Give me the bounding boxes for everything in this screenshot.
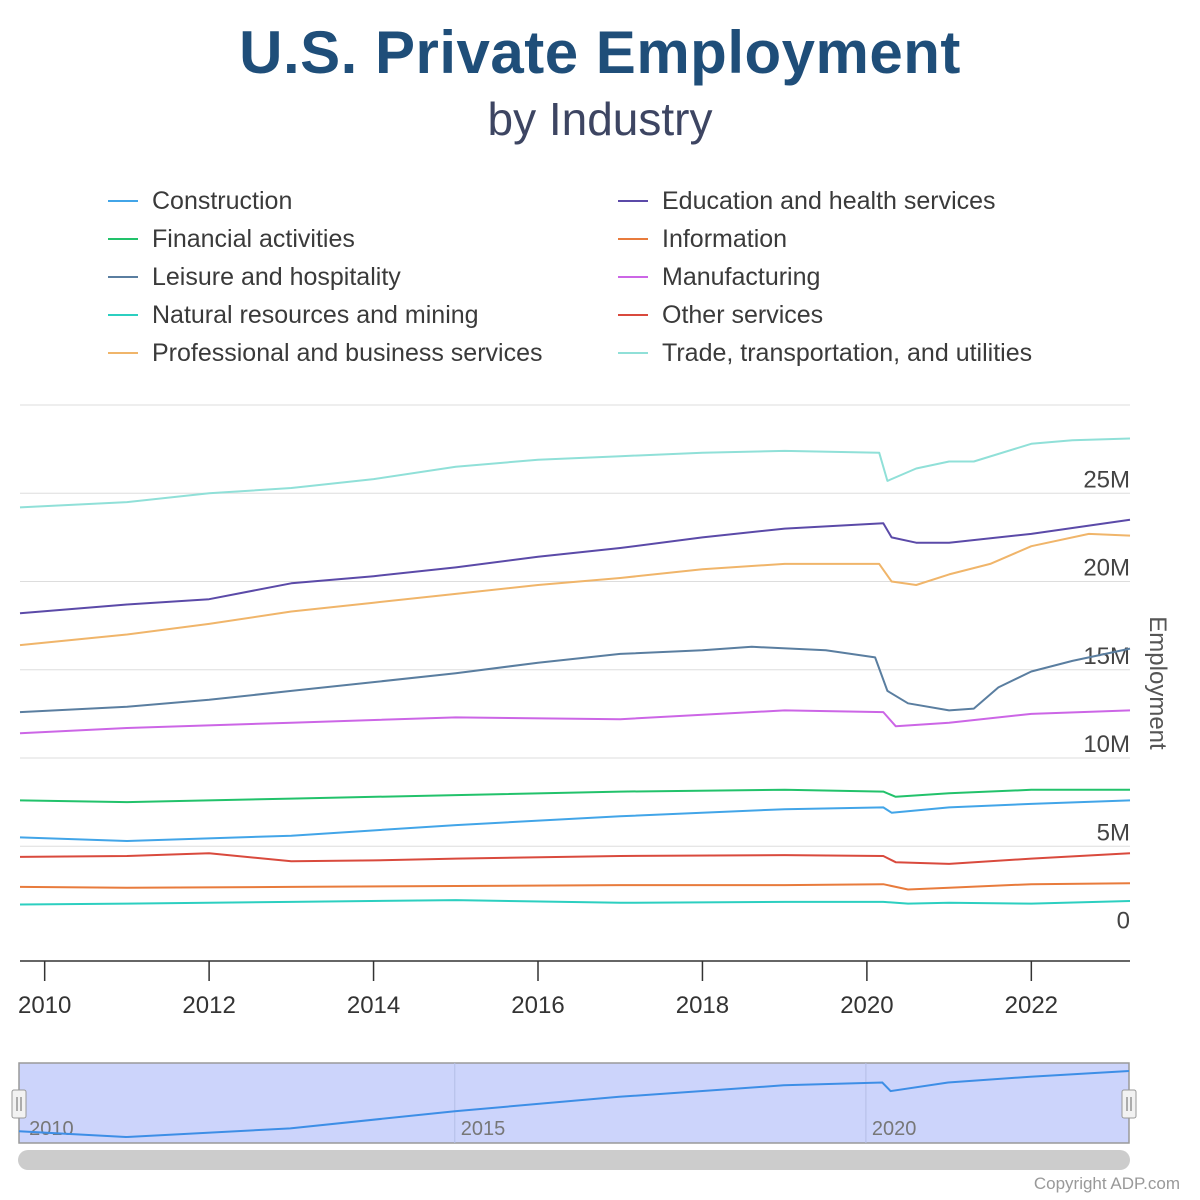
legend-swatch xyxy=(618,238,648,240)
series-line-other-services[interactable] xyxy=(19,852,1131,865)
legend-item-education-and-health-services[interactable]: Education and health services xyxy=(618,182,996,220)
series-line-information[interactable] xyxy=(19,882,1131,891)
legend-item-manufacturing[interactable]: Manufacturing xyxy=(618,258,820,296)
legend-item-construction[interactable]: Construction xyxy=(108,182,292,220)
y-axis-title: Employment xyxy=(1144,616,1171,750)
chart-title: U.S. Private Employment xyxy=(239,19,961,86)
navigator-label: 2010 xyxy=(29,1118,74,1140)
series-line-natural-resources-and-mining[interactable] xyxy=(19,899,1131,906)
navigator-series-line xyxy=(18,1070,1130,1139)
legend-swatch xyxy=(108,276,138,278)
y-tick-label: 10M xyxy=(1083,731,1130,758)
x-tick-label: 2022 xyxy=(1005,992,1058,1019)
navigator-label: 2015 xyxy=(461,1118,506,1140)
navigator-handle-right[interactable] xyxy=(1121,1089,1137,1119)
legend-label: Education and health services xyxy=(662,186,996,215)
legend-swatch xyxy=(618,352,648,354)
series-line-professional-and-business-services[interactable] xyxy=(19,532,1131,647)
series-line-education-and-health-services[interactable] xyxy=(19,518,1131,615)
legend-item-information[interactable]: Information xyxy=(618,220,787,258)
legend-item-financial-activities[interactable]: Financial activities xyxy=(108,220,355,258)
series-line-trade-transportation-and-utilities[interactable] xyxy=(19,437,1131,509)
y-tick-label: 5M xyxy=(1097,819,1130,846)
copyright-text: Copyright ADP.com xyxy=(1033,1174,1180,1193)
x-tick-label: 2014 xyxy=(347,992,400,1019)
legend-label: Manufacturing xyxy=(662,262,821,291)
legend-label: Other services xyxy=(662,300,824,329)
legend-item-trade-transportation-and-utilities[interactable]: Trade, transportation, and utilities xyxy=(618,334,1032,372)
x-tick-label: 2020 xyxy=(840,992,893,1019)
y-tick-label: 25M xyxy=(1083,466,1130,493)
x-tick-label: 2018 xyxy=(676,992,729,1019)
legend-label: Leisure and hospitality xyxy=(152,262,401,291)
legend-swatch xyxy=(618,200,648,202)
legend-item-natural-resources-and-mining[interactable]: Natural resources and mining xyxy=(108,296,479,334)
navigator-handle-left[interactable] xyxy=(11,1089,27,1119)
series-line-leisure-and-hospitality[interactable] xyxy=(19,645,1131,714)
series-line-financial-activities[interactable] xyxy=(19,788,1130,804)
y-tick-label: 0 xyxy=(1117,908,1130,935)
legend-swatch xyxy=(618,314,648,316)
navigator-scrollbar[interactable] xyxy=(18,1150,1130,1170)
x-tick-label: 2010 xyxy=(18,992,71,1019)
navigator-label: 2020 xyxy=(872,1118,917,1140)
legend-swatch xyxy=(618,276,648,278)
series-line-manufacturing[interactable] xyxy=(19,709,1131,735)
y-tick-label: 20M xyxy=(1083,555,1130,582)
legend-item-professional-and-business-services[interactable]: Professional and business services xyxy=(108,334,542,372)
x-tick-label: 2012 xyxy=(182,992,235,1019)
x-tick-label: 2016 xyxy=(511,992,564,1019)
legend-label: Natural resources and mining xyxy=(152,300,479,329)
legend-swatch xyxy=(108,200,138,202)
legend-label: Information xyxy=(662,224,788,253)
legend-swatch xyxy=(108,314,138,316)
chart-subtitle: by Industry xyxy=(487,93,713,145)
legend-label: Financial activities xyxy=(152,224,355,253)
legend-swatch xyxy=(108,352,138,354)
series-line-construction[interactable] xyxy=(19,799,1131,842)
legend-item-other-services[interactable]: Other services xyxy=(618,296,823,334)
legend-swatch xyxy=(108,238,138,240)
legend-label: Professional and business services xyxy=(152,338,543,367)
legend-label: Trade, transportation, and utilities xyxy=(662,338,1033,367)
navigator-selection[interactable] xyxy=(18,1062,1130,1144)
legend-item-leisure-and-hospitality[interactable]: Leisure and hospitality xyxy=(108,258,401,296)
legend-label: Construction xyxy=(152,186,293,215)
